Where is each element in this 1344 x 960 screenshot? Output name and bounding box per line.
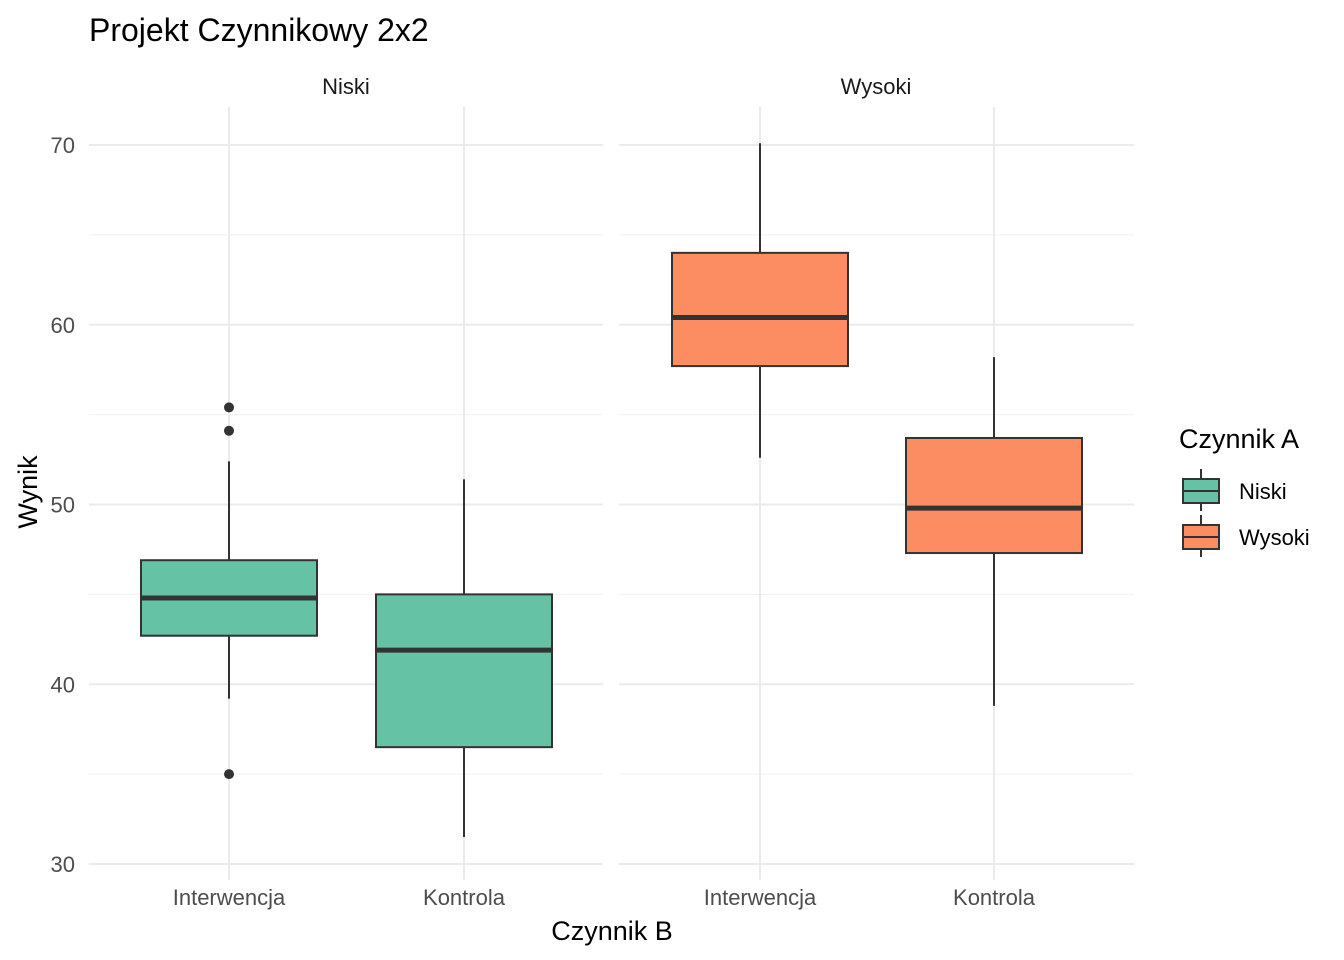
box xyxy=(671,143,849,458)
y-tick-label: 70 xyxy=(51,133,75,158)
x-tick-label: Interwencja xyxy=(704,885,817,910)
box-body xyxy=(905,436,1083,555)
y-tick-label: 50 xyxy=(51,493,75,518)
outlier-point xyxy=(224,402,234,413)
outlier-point xyxy=(224,769,234,780)
legend-item: Niski xyxy=(1182,469,1287,511)
legend-item: Wysoki xyxy=(1182,515,1310,557)
box-body xyxy=(671,251,849,368)
box xyxy=(905,357,1083,706)
facet-strip-label: Wysoki xyxy=(841,74,912,99)
x-tick-label: Interwencja xyxy=(173,885,286,910)
facet-panel: Niski Interwencja Kontrola xyxy=(89,74,603,910)
box-body xyxy=(375,593,553,749)
x-tick-label: Kontrola xyxy=(423,885,506,910)
legend-label: Niski xyxy=(1239,479,1287,504)
box xyxy=(375,479,553,838)
x-axis-title: Czynnik B xyxy=(551,916,673,946)
y-axis-title: Wynik xyxy=(13,455,43,529)
facet-panel: Wysoki Interwencja Kontrola xyxy=(619,74,1134,910)
legend-label: Wysoki xyxy=(1239,525,1310,550)
chart-title: Projekt Czynnikowy 2x2 xyxy=(89,12,429,48)
legend: Czynnik A Niski Wysoki xyxy=(1179,424,1310,557)
y-tick-label: 60 xyxy=(51,313,75,338)
box xyxy=(140,402,318,780)
legend-title: Czynnik A xyxy=(1179,424,1299,454)
x-tick-label: Kontrola xyxy=(953,885,1036,910)
facet-strip-label: Niski xyxy=(322,74,370,99)
y-tick-label: 30 xyxy=(51,852,75,877)
y-axis: 30 40 50 60 70 xyxy=(51,133,75,877)
facet-panels: Niski Interwencja Kontrola Wysoki Interwencj… xyxy=(89,74,1134,910)
outlier-point xyxy=(224,425,234,436)
y-tick-label: 40 xyxy=(51,672,75,697)
